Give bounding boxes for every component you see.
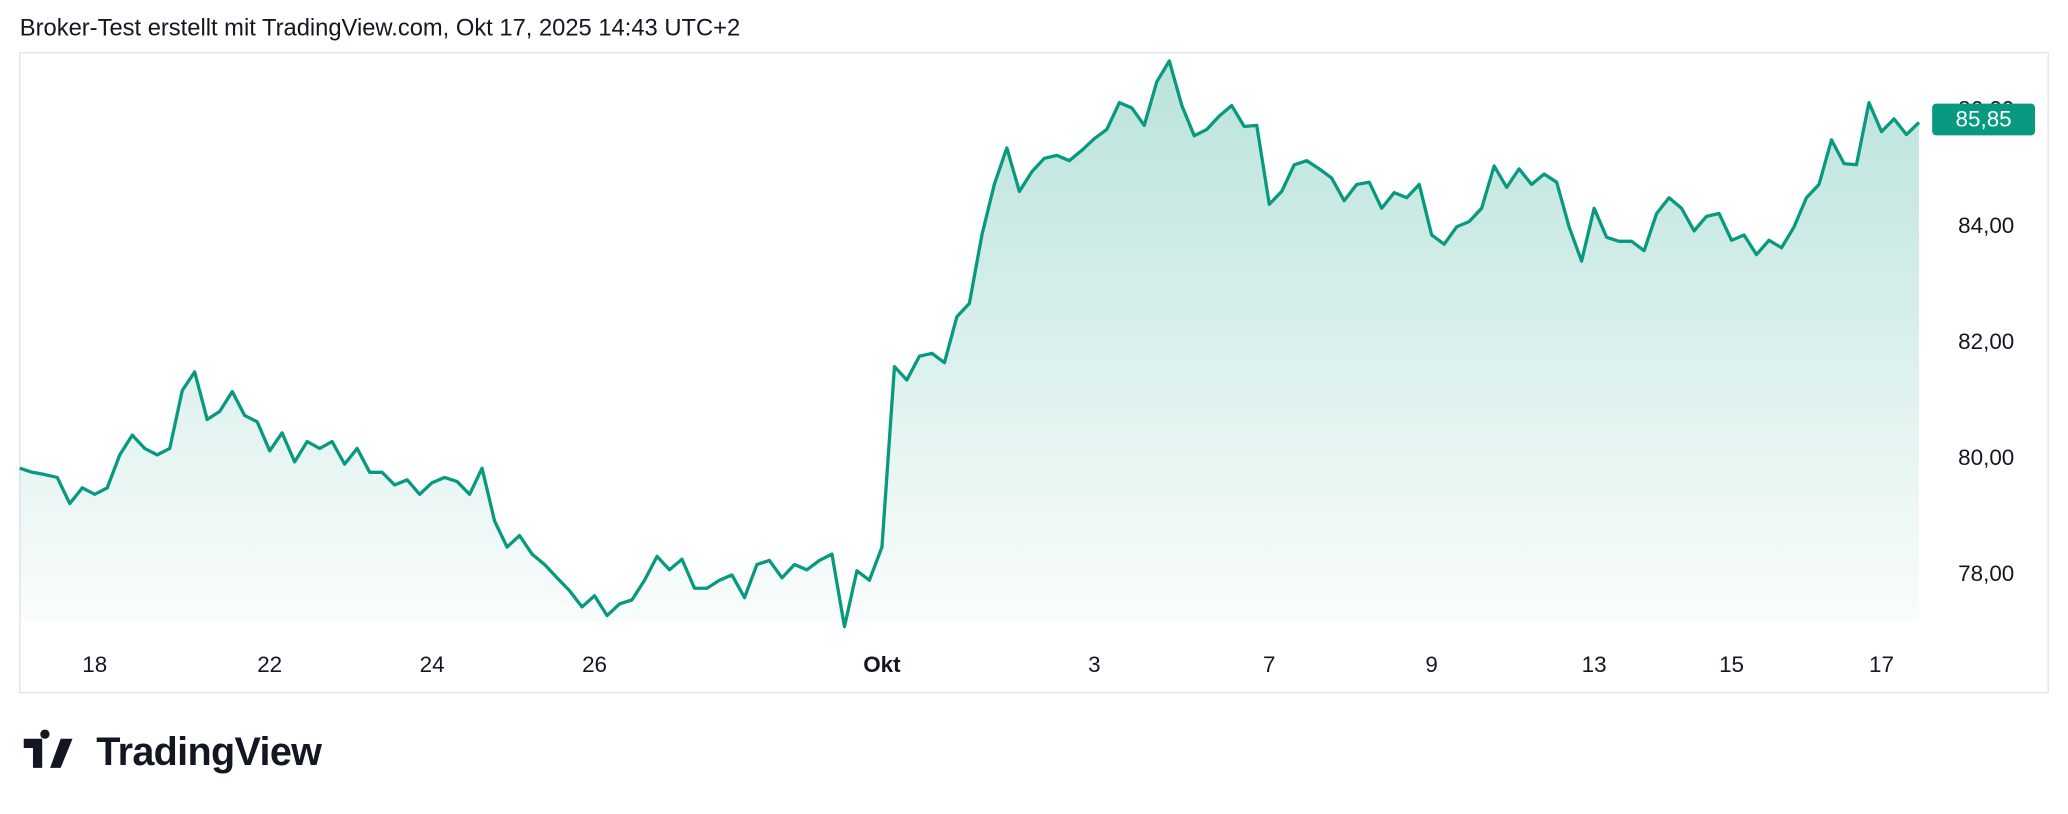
x-tick-label: Okt [863, 652, 901, 677]
last-price-label: 85,85 [1956, 107, 2012, 132]
x-tick-label: 24 [420, 652, 445, 677]
y-tick-label: 84,00 [1958, 213, 2014, 238]
x-tick-label: 9 [1425, 652, 1437, 677]
x-tick-label: 15 [1719, 652, 1744, 677]
y-tick-label: 82,00 [1958, 329, 2014, 354]
last-price-box [1932, 103, 2036, 136]
brand-name: TradingView [96, 730, 322, 774]
x-tick-label: 18 [82, 652, 107, 677]
brand-logo: TradingView [23, 729, 323, 774]
chart-title: Broker-Test erstellt mit TradingView.com… [20, 15, 740, 41]
x-tick-label: 13 [1582, 652, 1607, 677]
x-tick-label: 22 [257, 652, 282, 677]
x-tick-label: 17 [1869, 652, 1894, 677]
chart-frame [19, 52, 2049, 694]
area-fill [19, 60, 1919, 627]
x-tick-label: 7 [1263, 652, 1275, 677]
y-tick-label: 78,00 [1958, 561, 2014, 586]
x-tick-label: 3 [1088, 652, 1100, 677]
x-tick-label: 26 [582, 652, 607, 677]
y-tick-label: 80,00 [1958, 445, 2014, 470]
price-line [19, 59, 1921, 629]
